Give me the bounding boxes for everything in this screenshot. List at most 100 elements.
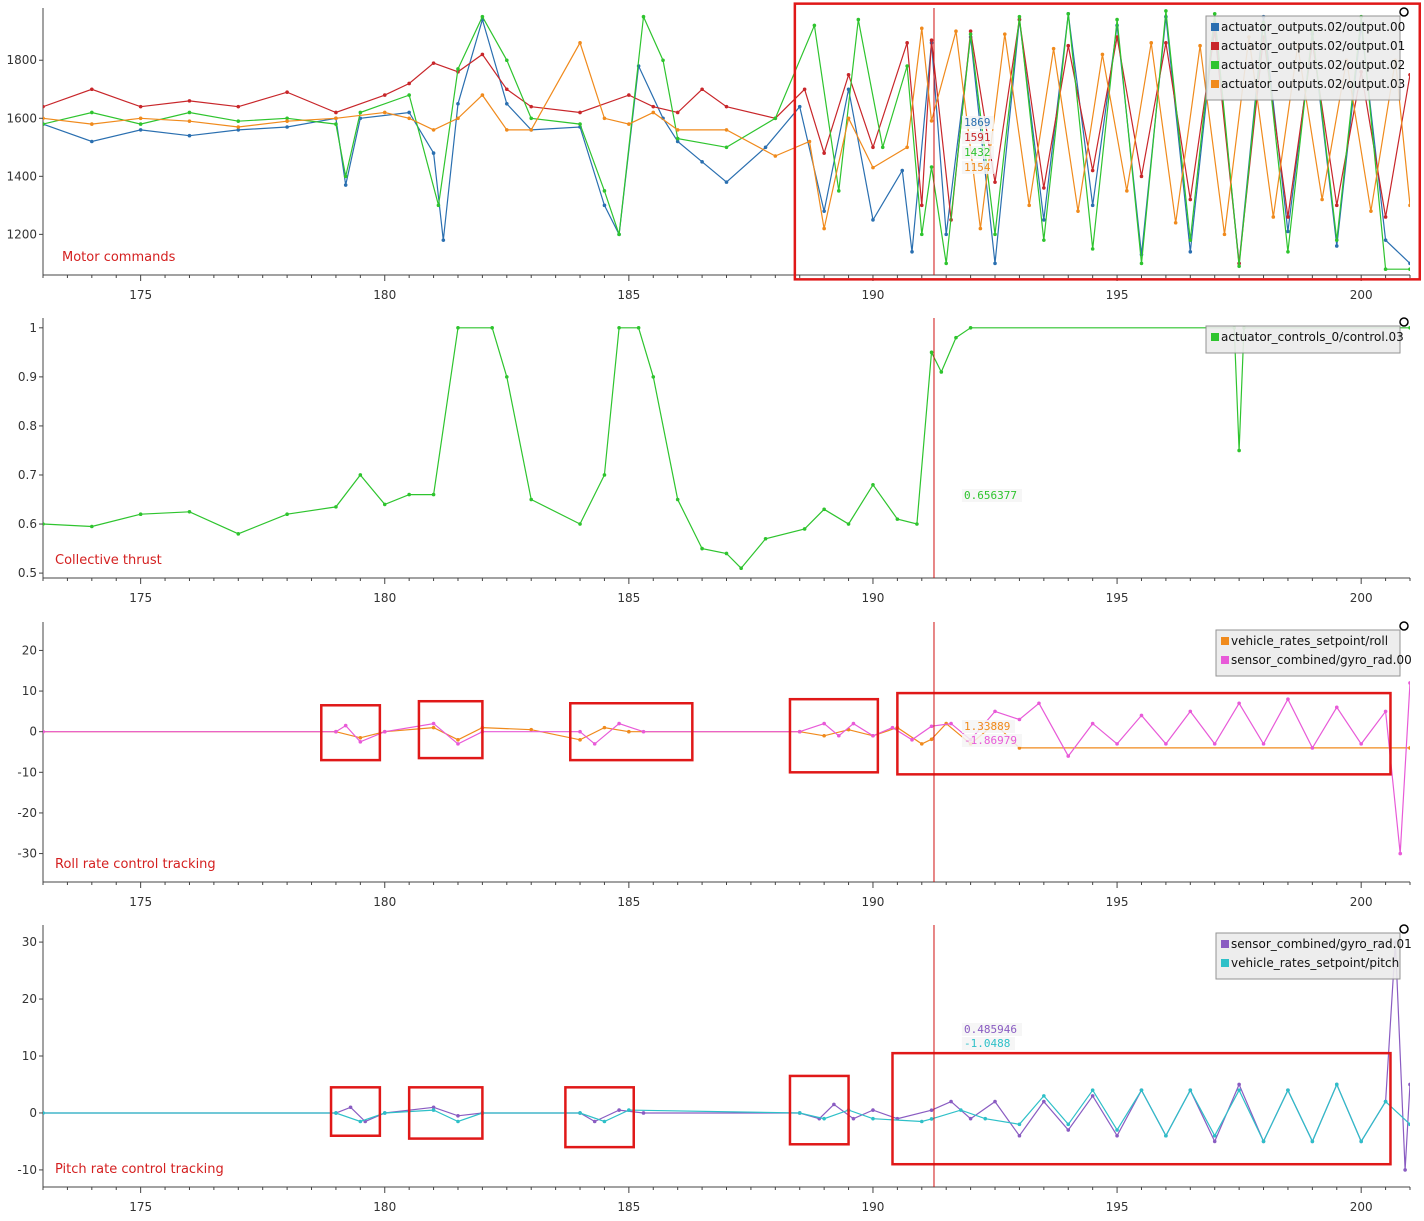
panel-handle-icon[interactable] (1399, 317, 1409, 327)
legend-entry[interactable]: vehicle_rates_setpoint/pitch (1231, 956, 1399, 970)
data-point (1286, 249, 1290, 254)
data-point (627, 93, 631, 97)
data-point (441, 238, 446, 242)
data-point (578, 522, 582, 526)
legend-entry[interactable]: actuator_controls_0/control.03 (1221, 330, 1404, 344)
data-point (436, 203, 441, 208)
data-point (343, 183, 348, 187)
data-point (1408, 203, 1410, 208)
data-point (675, 497, 680, 502)
data-point (1286, 215, 1290, 219)
data-point (1115, 1133, 1119, 1138)
data-point (905, 64, 909, 68)
data-point (1286, 229, 1290, 234)
panel-title: Roll rate control tracking (55, 857, 216, 872)
cursor-value-bg (961, 489, 1022, 502)
legend-entry[interactable]: vehicle_rates_setpoint/roll (1231, 634, 1388, 648)
data-point (627, 729, 631, 734)
data-point (641, 729, 646, 734)
legend[interactable]: vehicle_rates_setpoint/roll sensor_combin… (1215, 629, 1412, 677)
data-point (1334, 203, 1339, 208)
data-point (871, 145, 875, 150)
data-point (836, 189, 841, 193)
data-point (1408, 1082, 1410, 1087)
data-point (617, 232, 621, 237)
data-point (871, 482, 875, 487)
legend-entry[interactable]: actuator_outputs.02/output.01 (1221, 39, 1405, 53)
data-point (138, 122, 143, 126)
data-point (1188, 197, 1193, 202)
data-point (1334, 244, 1339, 248)
data-point (846, 522, 851, 526)
x-tick-label: 195 (1106, 591, 1129, 605)
panel-handle-icon[interactable] (1399, 7, 1409, 17)
data-point (602, 725, 607, 730)
x-tick-label: 185 (617, 895, 640, 909)
y-tick-label: -20 (17, 806, 37, 820)
plot-area (43, 940, 1410, 1172)
data-point (802, 87, 807, 92)
legend-entry[interactable]: sensor_combined/gyro_rad.01 (1231, 937, 1412, 951)
series-line-3 (43, 10, 1410, 270)
annotation-box (569, 702, 694, 762)
data-point (1002, 32, 1007, 36)
annotation-box (417, 699, 484, 760)
data-point (285, 125, 289, 129)
panel-title: Collective thrust (55, 553, 162, 568)
data-point (578, 729, 582, 734)
data-point (382, 729, 387, 734)
data-point (43, 104, 45, 109)
cursor-value-label: 1869 (964, 116, 991, 129)
data-point (968, 326, 973, 330)
data-point (822, 507, 826, 512)
data-point (1115, 17, 1119, 22)
x-tick-label: 190 (862, 591, 885, 605)
data-point (1359, 742, 1363, 746)
x-tick-label: 175 (129, 895, 152, 909)
data-point (1198, 43, 1202, 48)
data-point (1164, 9, 1168, 13)
data-point (1139, 713, 1144, 718)
data-point (1139, 1088, 1144, 1092)
panel-title: Motor commands (62, 250, 176, 265)
legend[interactable]: sensor_combined/gyro_rad.01 vehicle_rates… (1215, 932, 1412, 980)
data-point (602, 116, 607, 121)
x-tick-label: 175 (129, 591, 152, 605)
panel-handle-icon[interactable] (1399, 621, 1409, 631)
cursor-value-bg (961, 720, 1015, 733)
series-line-1 (43, 722, 1410, 749)
data-point (724, 145, 729, 150)
legend-entry[interactable]: actuator_outputs.02/output.02 (1221, 58, 1405, 72)
annotation-box (793, 2, 1422, 281)
data-point (43, 522, 45, 526)
data-point (944, 261, 948, 266)
annotation-box (407, 1086, 484, 1140)
legend-entry[interactable]: actuator_outputs.02/output.03 (1221, 77, 1405, 91)
legend-box (1205, 325, 1401, 354)
data-point (944, 232, 948, 237)
cursor-value-bg (961, 116, 994, 129)
legend-entry[interactable]: sensor_combined/gyro_rad.00 (1231, 653, 1412, 667)
data-point (138, 128, 143, 132)
x-tick-label: 180 (373, 591, 396, 605)
legend[interactable]: actuator_outputs.02/output.00 actuator_ou… (1205, 15, 1405, 101)
data-point (1090, 247, 1095, 251)
data-point (617, 721, 621, 726)
legend[interactable]: actuator_controls_0/control.03 (1205, 325, 1404, 354)
data-point (480, 52, 485, 57)
y-tick-label: 0 (29, 725, 37, 739)
y-tick-label: 0.9 (18, 370, 37, 384)
data-point (43, 116, 45, 121)
data-point (138, 104, 143, 109)
y-tick-label: 1200 (6, 227, 37, 241)
data-point (651, 375, 656, 379)
data-point (968, 1116, 973, 1121)
data-point (431, 151, 436, 155)
data-point (954, 29, 958, 34)
data-point (236, 532, 241, 536)
legend-entry[interactable]: actuator_outputs.02/output.00 (1221, 20, 1405, 34)
data-point (617, 1108, 621, 1112)
panel-handle-icon[interactable] (1399, 924, 1409, 934)
annotation-box (320, 704, 382, 762)
